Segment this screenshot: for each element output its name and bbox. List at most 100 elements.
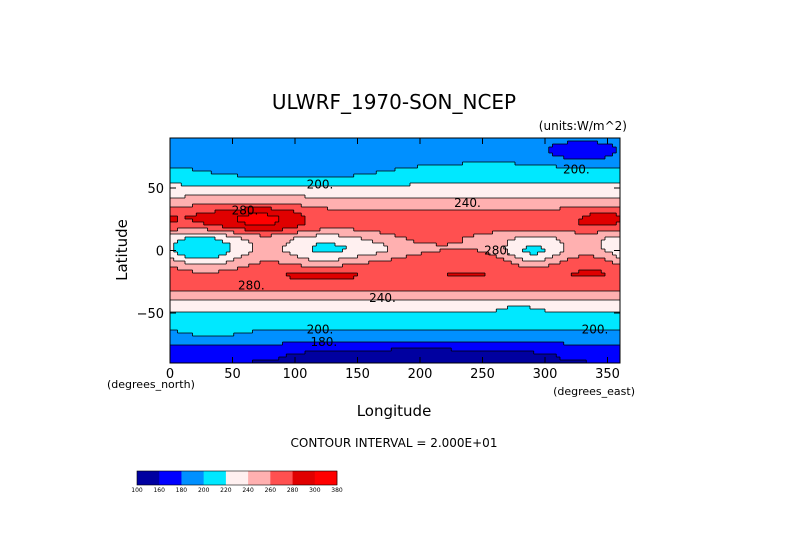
field-cell xyxy=(282,162,287,166)
field-cell xyxy=(391,165,396,169)
field-cell xyxy=(170,231,175,235)
field-cell xyxy=(260,261,265,265)
field-cell xyxy=(323,207,328,211)
field-cell xyxy=(541,213,546,217)
field-cell xyxy=(361,159,366,163)
field-cell xyxy=(342,213,347,217)
field-cell xyxy=(428,195,433,199)
field-cell xyxy=(541,207,546,211)
field-cell xyxy=(233,138,238,142)
field-cell xyxy=(338,186,343,190)
field-cell xyxy=(462,231,467,235)
field-cell xyxy=(203,252,208,256)
field-cell xyxy=(282,201,287,205)
field-cell xyxy=(410,153,415,157)
field-cell xyxy=(218,207,223,211)
field-cell xyxy=(278,147,283,151)
field-cell xyxy=(410,147,415,151)
field-cell xyxy=(578,189,583,193)
field-cell xyxy=(256,234,261,238)
field-cell xyxy=(286,180,291,184)
field-cell xyxy=(256,165,261,169)
field-cell xyxy=(237,156,242,160)
field-cell xyxy=(376,195,381,199)
field-cell xyxy=(421,183,426,187)
field-cell xyxy=(608,138,613,142)
field-cell xyxy=(173,216,178,220)
field-cell xyxy=(331,162,336,166)
field-cell xyxy=(526,201,531,205)
field-cell xyxy=(593,180,598,184)
field-cell xyxy=(278,231,283,235)
field-cell xyxy=(522,204,527,208)
field-cell xyxy=(462,183,467,187)
field-cell xyxy=(406,162,411,166)
field-cell xyxy=(440,234,445,238)
field-cell xyxy=(522,180,527,184)
field-cell xyxy=(402,258,407,262)
field-cell xyxy=(207,225,212,229)
field-cell xyxy=(338,162,343,166)
field-cell xyxy=(541,195,546,199)
field-cell xyxy=(410,189,415,193)
field-cell xyxy=(533,216,538,220)
field-cell xyxy=(196,219,201,223)
field-cell xyxy=(301,219,306,223)
field-cell xyxy=(560,219,565,223)
field-cell xyxy=(387,240,392,244)
field-cell xyxy=(365,204,370,208)
field-cell xyxy=(335,177,340,181)
field-cell xyxy=(380,231,385,235)
field-cell xyxy=(342,153,347,157)
field-cell xyxy=(597,246,602,250)
field-cell xyxy=(365,225,370,229)
field-cell xyxy=(526,195,531,199)
field-cell xyxy=(380,183,385,187)
field-cell xyxy=(218,171,223,175)
field-cell xyxy=(398,240,403,244)
field-cell xyxy=(233,258,238,262)
field-cell xyxy=(567,153,572,157)
field-cell xyxy=(331,255,336,259)
field-cell xyxy=(395,174,400,178)
field-cell xyxy=(593,231,598,235)
field-cell xyxy=(545,234,550,238)
field-cell xyxy=(507,240,512,244)
field-cell xyxy=(316,258,321,262)
field-cell xyxy=(203,225,208,229)
field-cell xyxy=(496,258,501,262)
field-cell xyxy=(331,144,336,148)
field-cell xyxy=(608,150,613,154)
field-cell xyxy=(436,147,441,151)
field-cell xyxy=(335,147,340,151)
field-cell xyxy=(256,192,261,196)
field-cell xyxy=(552,198,557,202)
field-cell xyxy=(233,255,238,259)
field-cell xyxy=(391,198,396,202)
field-cell xyxy=(361,162,366,166)
field-cell xyxy=(320,234,325,238)
field-cell xyxy=(402,165,407,169)
field-cell xyxy=(500,219,505,223)
field-cell xyxy=(421,150,426,154)
field-cell xyxy=(428,186,433,190)
field-cell xyxy=(575,210,580,214)
field-cell xyxy=(440,189,445,193)
field-cell xyxy=(387,222,392,226)
field-cell xyxy=(312,243,317,247)
field-cell xyxy=(293,222,298,226)
field-cell xyxy=(530,234,535,238)
field-cell xyxy=(425,153,430,157)
field-cell xyxy=(222,159,227,163)
field-cell xyxy=(233,162,238,166)
field-cell xyxy=(361,165,366,169)
field-cell xyxy=(436,240,441,244)
field-cell xyxy=(541,165,546,169)
field-cell xyxy=(380,177,385,181)
field-cell xyxy=(515,186,520,190)
field-cell xyxy=(578,228,583,232)
field-cell xyxy=(230,255,235,259)
field-cell xyxy=(188,213,193,217)
field-cell xyxy=(492,189,497,193)
field-cell xyxy=(428,177,433,181)
